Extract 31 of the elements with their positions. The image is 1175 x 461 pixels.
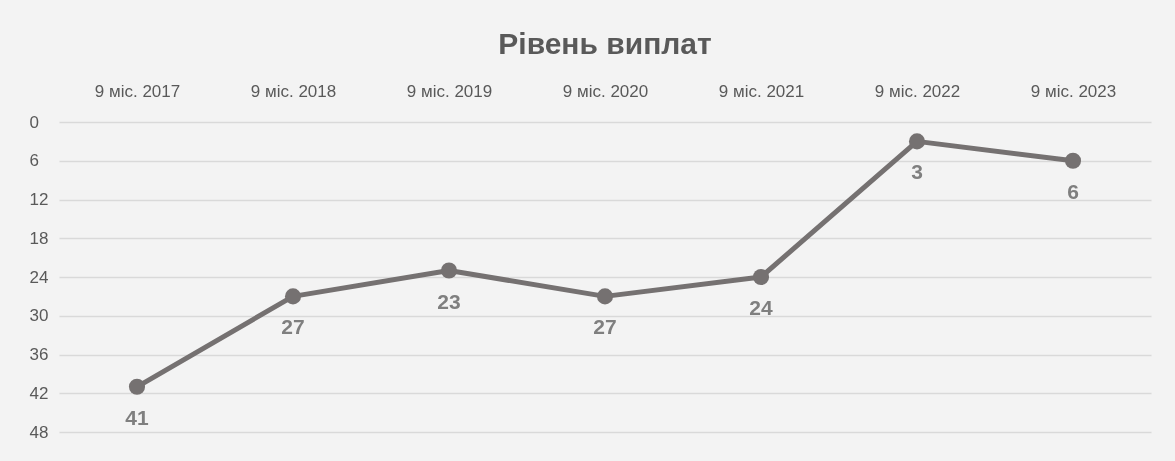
point: [908, 133, 926, 150]
point: [596, 288, 614, 305]
y-tick-label: 0: [29, 112, 39, 132]
data-label: 3: [911, 160, 923, 184]
data-label: 41: [125, 405, 149, 429]
point: [752, 268, 770, 286]
x-tick-label: 9 міс. 2020: [562, 81, 649, 101]
y-tick-label: 12: [29, 190, 49, 209]
point: [1064, 152, 1082, 169]
point: [128, 378, 146, 395]
x-tick-label: 9 міс. 2019: [406, 81, 493, 101]
y-tick-label: 30: [29, 306, 49, 326]
x-tick-label: 9 міс. 2022: [874, 81, 961, 101]
point: [284, 288, 302, 305]
data-label: 27: [593, 315, 617, 339]
y-tick-label: 6: [29, 151, 39, 171]
x-tick-label: 9 міс. 2018: [250, 81, 337, 101]
data-label: 6: [1067, 179, 1079, 203]
data-label: 24: [749, 296, 773, 319]
data-label: 27: [281, 315, 305, 339]
y-tick-label: 42: [29, 383, 49, 403]
point: [440, 262, 458, 279]
data-label: 23: [437, 289, 461, 313]
y-tick-label: 24: [29, 267, 49, 287]
x-tick-label: 9 міс. 2021: [718, 81, 805, 101]
x-tick-label: 9 міс. 2017: [94, 81, 181, 101]
x-tick-label: 9 міс. 2023: [1030, 81, 1117, 101]
y-tick-label: 48: [29, 422, 49, 442]
chart-title: Рівень виплат: [498, 27, 712, 60]
y-tick-label: 36: [29, 345, 49, 364]
y-tick-label: 18: [29, 228, 49, 248]
